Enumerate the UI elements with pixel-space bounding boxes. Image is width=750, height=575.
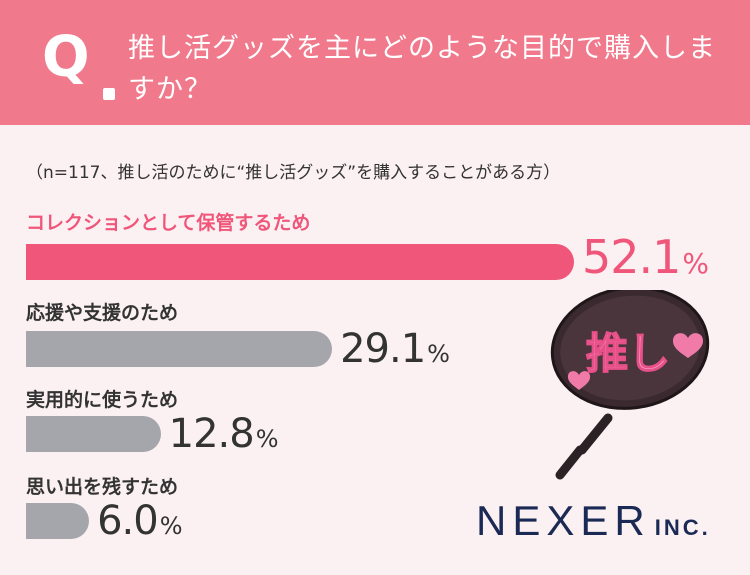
category-label: コレクションとして保管するため xyxy=(26,212,311,234)
question-mark: Q xyxy=(42,25,90,90)
question-text: 推し活グッズを主にどのような目的で購入しますか？ xyxy=(128,33,716,105)
category-label: 実用的に使うため xyxy=(26,389,179,411)
fan-text: 推し xyxy=(586,329,670,378)
question-header: Q 推し活グッズを主にどのような目的で購入しますか？ xyxy=(0,0,750,125)
data-label: 12.8% xyxy=(168,411,279,457)
category-label: 思い出を残すため xyxy=(26,476,179,498)
logo-name: NEXER xyxy=(476,497,651,544)
uchiwa-fan-icon: 推し xyxy=(550,290,710,480)
bar xyxy=(26,416,161,452)
data-label: 6.0% xyxy=(97,498,183,544)
data-label: 52.1% xyxy=(582,230,710,284)
bar xyxy=(26,503,90,539)
company-logo: NEXER INC. xyxy=(476,500,711,542)
question-mark-dot xyxy=(103,88,115,100)
data-label: 29.1% xyxy=(340,326,450,372)
category-label: 応援や支援のため xyxy=(26,302,179,324)
bar xyxy=(26,331,333,367)
logo-suffix: INC. xyxy=(654,515,711,540)
sample-note: （n=117、推し活のために“推し活グッズ”を購入することがある方） xyxy=(26,163,561,183)
bar xyxy=(26,244,574,280)
